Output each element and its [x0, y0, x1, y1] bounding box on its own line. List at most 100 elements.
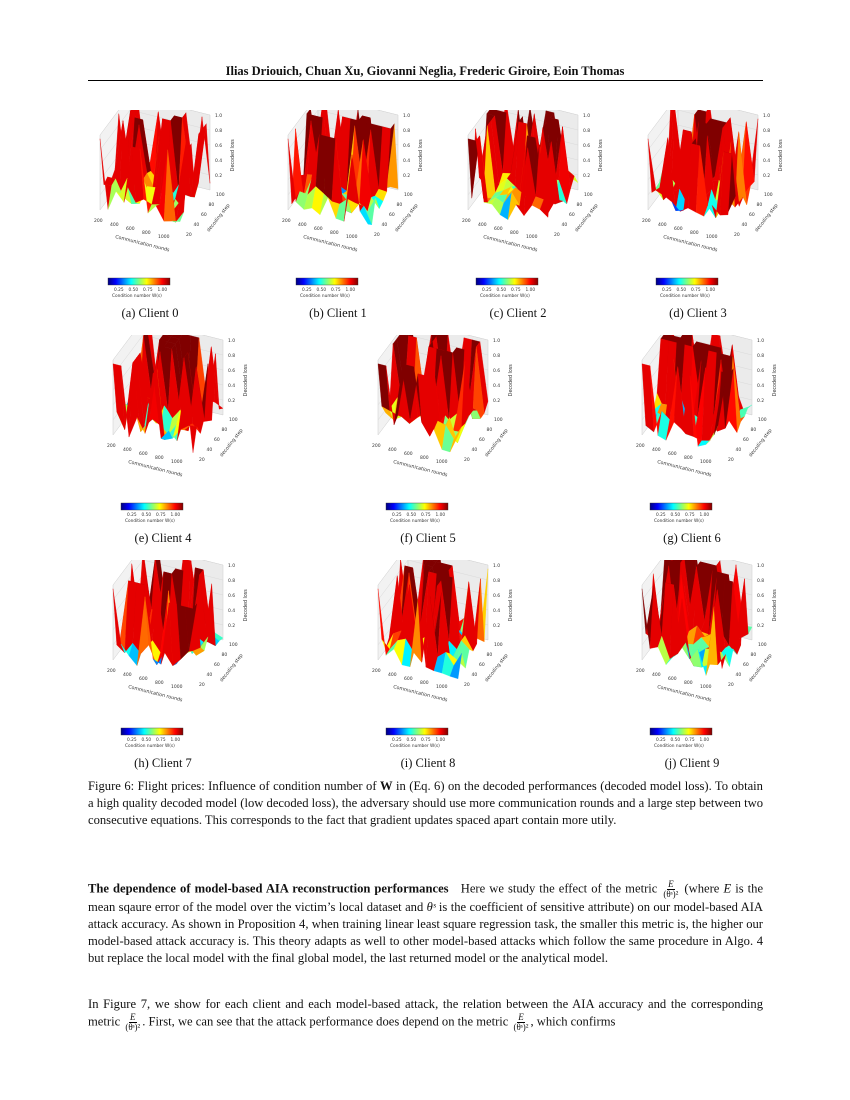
- y-tick: 60: [743, 662, 749, 668]
- z-tick: 1.0: [493, 563, 500, 569]
- surface-plot-client-8: 200 400 600 800 1000 20 40 60 80 100 0.2 0.4 0.6 0.8 1…: [338, 560, 518, 770]
- x-tick: 600: [126, 226, 135, 232]
- y-tick: 20: [199, 682, 205, 688]
- surface-plot-client-9: 200 400 600 800 1000 20 40 60 80 100 0.2 0.4 0.6 0.8 1…: [602, 560, 782, 770]
- z-tick: 1.0: [583, 113, 590, 119]
- colorbar-tick: 0.75: [685, 512, 695, 518]
- surface-cell: [449, 426, 462, 453]
- z-tick: 0.2: [215, 173, 222, 179]
- x-tick: 200: [636, 668, 645, 674]
- math-e: E: [723, 881, 732, 896]
- x-tick: 1000: [158, 234, 170, 240]
- colorbar-tick: 0.25: [127, 512, 137, 518]
- colorbar-tick: 0.25: [392, 737, 402, 743]
- text: is the mean sqaure error of the model ov…: [88, 881, 764, 914]
- colorbar-label: Condition number W(s): [654, 518, 704, 524]
- y-tick: 20: [199, 457, 205, 463]
- z-tick: 0.2: [403, 173, 410, 179]
- y-tick: 20: [734, 232, 740, 238]
- y-tick: 100: [758, 642, 767, 648]
- y-tick: 100: [494, 417, 503, 423]
- x-tick: 600: [674, 226, 683, 232]
- z-tick: 0.8: [763, 128, 770, 134]
- z-tick: 0.6: [757, 593, 764, 599]
- colorbar: [107, 277, 171, 286]
- y-tick: 80: [209, 202, 215, 208]
- fraction: E (θˢ)²: [663, 879, 679, 899]
- x-tick: 200: [282, 218, 291, 224]
- colorbar-label: Condition number W(s): [125, 518, 175, 524]
- x-tick: 400: [652, 447, 661, 453]
- text: is the coefficient of sensitive attribut…: [88, 900, 763, 965]
- z-tick: 0.8: [757, 353, 764, 359]
- z-tick: 1.0: [215, 113, 222, 119]
- x-tick: 600: [139, 676, 148, 682]
- z-tick: 0.4: [757, 383, 764, 389]
- colorbar-tick: 0.25: [482, 287, 492, 293]
- colorbar-tick: 0.50: [677, 287, 687, 293]
- y-tick: 20: [728, 457, 734, 463]
- z-tick: 0.6: [228, 368, 235, 374]
- surface-cell: [184, 381, 197, 453]
- z-tick: 0.6: [215, 143, 222, 149]
- y-tick: 60: [214, 662, 220, 668]
- caption-bold: W: [379, 779, 393, 793]
- z-axis-label: Decoded loss: [778, 139, 784, 172]
- z-tick: 0.4: [493, 608, 500, 614]
- subfigure-caption: (a) Client 0: [121, 306, 179, 320]
- z-tick: 1.0: [493, 338, 500, 344]
- surface-plot-client-4: 200 400 600 800 1000 20 40 60 80 100 0.2 0.4 0.6 0.8 1…: [73, 335, 253, 545]
- z-tick: 1.0: [757, 563, 764, 569]
- y-tick: 60: [389, 212, 395, 218]
- colorbar-tick: 0.25: [656, 737, 666, 743]
- x-tick: 200: [462, 218, 471, 224]
- colorbar-tick: 0.75: [156, 512, 166, 518]
- z-axis-label: Decoded loss: [598, 139, 604, 172]
- surface-cell: [184, 603, 197, 652]
- colorbar-tick: 0.75: [421, 737, 431, 743]
- colorbar-label: Condition number W(s): [390, 743, 440, 749]
- x-tick: 200: [642, 218, 651, 224]
- colorbar-tick: 0.75: [685, 737, 695, 743]
- surface-cell: [539, 153, 552, 218]
- z-axis-label: Decoded loss: [508, 364, 514, 397]
- x-tick: 400: [478, 222, 487, 228]
- colorbar-tick: 0.50: [671, 512, 681, 518]
- surface-plot-client-0: 200 400 600 800 1000 20 40 60 80 100 0.2 0.4 0.6 0.8 1…: [60, 110, 240, 320]
- colorbar-tick: 0.25: [656, 512, 666, 518]
- surface-cell: [719, 151, 732, 216]
- y-tick: 100: [216, 192, 225, 198]
- colorbar-label: Condition number W(s): [654, 743, 704, 749]
- subfigure-caption: (d) Client 3: [669, 306, 727, 320]
- y-tick: 80: [487, 652, 493, 658]
- z-tick: 1.0: [228, 563, 235, 569]
- paragraph-aia: The dependence of model-based AIA recons…: [88, 880, 763, 967]
- z-tick: 0.8: [228, 578, 235, 584]
- y-tick: 80: [487, 427, 493, 433]
- z-tick: 0.8: [215, 128, 222, 134]
- fraction: E (θˢ)²: [513, 1012, 529, 1032]
- x-tick: 600: [494, 226, 503, 232]
- z-tick: 0.2: [493, 398, 500, 404]
- y-tick: 40: [736, 447, 742, 453]
- colorbar-tick: 1.00: [346, 287, 356, 293]
- text: , which confirms: [530, 1014, 616, 1029]
- z-tick: 0.4: [493, 383, 500, 389]
- text: . First, we can see that the attack perf…: [142, 1014, 509, 1029]
- colorbar-tick: 0.25: [392, 512, 402, 518]
- colorbar-tick: 1.00: [526, 287, 536, 293]
- colorbar-tick: 0.50: [671, 737, 681, 743]
- z-axis-label: Decoded loss: [772, 589, 778, 622]
- x-tick: 1000: [706, 234, 718, 240]
- y-tick: 100: [764, 192, 773, 198]
- caption-label: Figure 6: Flight prices: Influence of co…: [88, 779, 377, 793]
- z-tick: 0.8: [493, 578, 500, 584]
- y-tick: 60: [749, 212, 755, 218]
- x-tick: 400: [658, 222, 667, 228]
- x-tick: 200: [107, 668, 116, 674]
- colorbar-tick: 0.75: [421, 512, 431, 518]
- y-tick: 100: [404, 192, 413, 198]
- x-tick: 200: [372, 443, 381, 449]
- z-axis-label: Decoded loss: [243, 364, 249, 397]
- subfigure-caption: (c) Client 2: [489, 306, 547, 320]
